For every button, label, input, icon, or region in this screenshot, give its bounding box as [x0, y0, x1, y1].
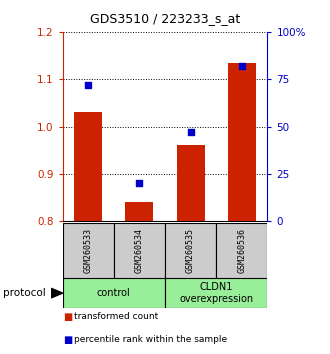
- Bar: [165, 278, 267, 308]
- Text: CLDN1
overexpression: CLDN1 overexpression: [179, 282, 253, 304]
- Bar: [228, 63, 256, 221]
- Text: ■: ■: [63, 335, 72, 345]
- Point: [188, 130, 193, 135]
- Point: [239, 63, 244, 69]
- Point: [86, 82, 91, 88]
- Text: transformed count: transformed count: [74, 312, 158, 321]
- Text: percentile rank within the sample: percentile rank within the sample: [74, 335, 227, 344]
- Text: GSM260535: GSM260535: [186, 228, 195, 273]
- Bar: [165, 223, 216, 278]
- Text: GSM260534: GSM260534: [135, 228, 144, 273]
- Bar: [216, 223, 267, 278]
- Text: protocol: protocol: [3, 288, 46, 298]
- Text: control: control: [97, 288, 131, 298]
- Text: GSM260533: GSM260533: [84, 228, 93, 273]
- Bar: [63, 278, 165, 308]
- Bar: [177, 145, 205, 221]
- Point: [137, 181, 142, 186]
- Text: ■: ■: [63, 312, 72, 322]
- Text: GSM260536: GSM260536: [237, 228, 246, 273]
- Polygon shape: [51, 288, 63, 298]
- Bar: [125, 202, 153, 221]
- Bar: [63, 223, 114, 278]
- Text: GDS3510 / 223233_s_at: GDS3510 / 223233_s_at: [90, 12, 240, 25]
- Bar: [114, 223, 165, 278]
- Bar: [74, 112, 102, 221]
